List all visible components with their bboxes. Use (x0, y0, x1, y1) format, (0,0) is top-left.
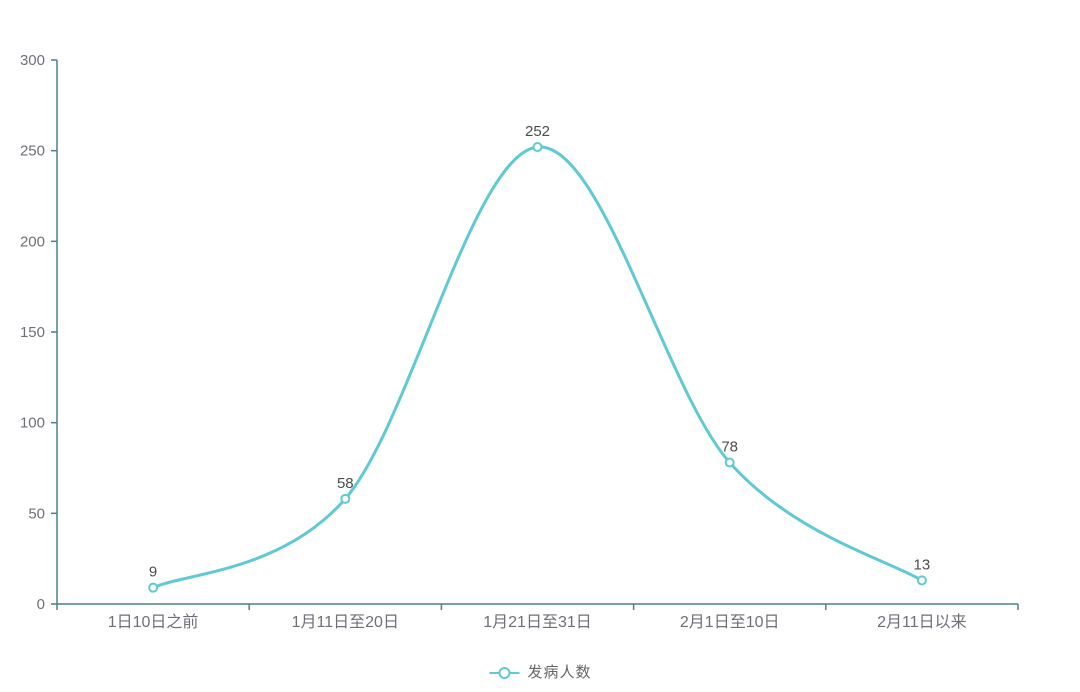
data-point-marker[interactable] (148, 582, 159, 593)
y-axis-tick-label: 300 (20, 52, 45, 69)
y-axis-tick-label: 100 (20, 415, 45, 432)
data-point-marker[interactable] (340, 493, 351, 504)
data-point-label: 252 (525, 123, 550, 140)
y-axis-tick-label: 150 (20, 324, 45, 341)
x-axis-category-label: 1月21日至31日 (483, 614, 592, 631)
data-point-label: 58 (337, 475, 354, 492)
data-point-label: 13 (914, 556, 931, 573)
data-point-marker[interactable] (532, 142, 543, 153)
y-axis-tick-label: 0 (37, 596, 45, 613)
legend-line-marker-icon (489, 667, 520, 679)
series-line (151, 145, 924, 590)
x-axis-category-label: 1日10日之前 (108, 613, 199, 631)
y-axis-tick-label: 200 (20, 233, 45, 250)
data-point-marker[interactable] (724, 457, 735, 468)
data-point-marker[interactable] (916, 575, 927, 586)
x-axis-category-label: 2月11日以来 (877, 613, 967, 631)
y-axis-tick-label: 50 (28, 505, 45, 522)
data-point-label: 9 (149, 564, 157, 581)
x-axis-category-label: 1月11日至20日 (292, 614, 399, 631)
x-axis-category-label: 2月1日至10日 (680, 614, 780, 631)
legend-item[interactable]: 发病人数 (488, 662, 591, 684)
legend-label: 发病人数 (527, 664, 592, 681)
y-axis-tick-label: 250 (20, 143, 45, 160)
data-point-label: 78 (721, 439, 738, 456)
